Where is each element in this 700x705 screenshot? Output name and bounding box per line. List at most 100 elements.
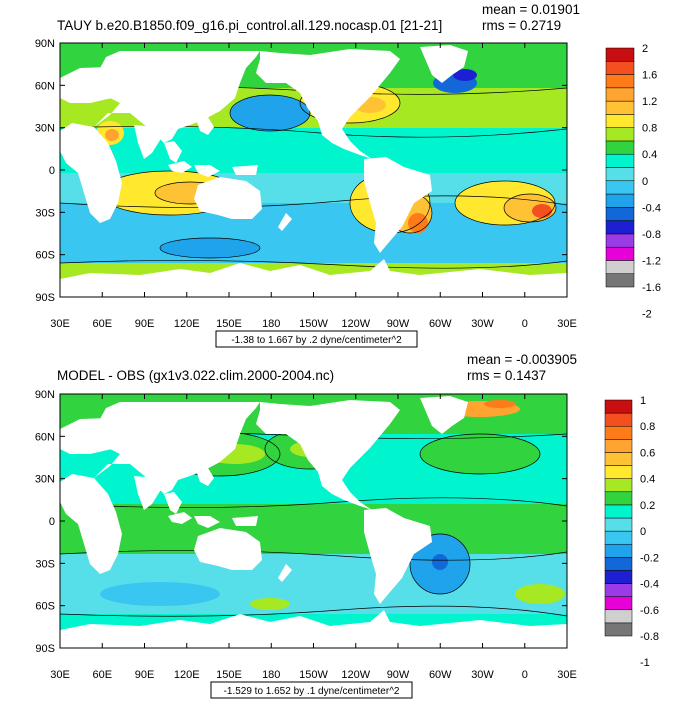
top-colorbar-swatch: [605, 114, 635, 128]
bottom-range-box: -1.529 to 1.652 by .1 dyne/centimeter^2: [210, 681, 413, 699]
top-colorbar-swatch: [605, 167, 635, 182]
bottom-x-tick-label: 60W: [429, 669, 452, 681]
top-y-tick-label: 60N: [35, 80, 55, 92]
top-x-tick-label: 120W: [341, 318, 370, 330]
top-x-tick-label: 30E: [50, 318, 70, 330]
bottom-y-tick-label: 60S: [35, 601, 55, 613]
top-y-tick-label: 60S: [35, 250, 55, 262]
bottom-x-tick-label: 0: [522, 669, 528, 681]
bottom-y-tick-label: 30S: [35, 558, 55, 570]
bottom-y-tick-label: 90N: [35, 389, 55, 401]
top-mean: mean = 0.01901: [482, 2, 580, 17]
top-y-tick-label: 30S: [35, 207, 55, 219]
bottom-colorbar-label: 0.4: [640, 474, 655, 486]
bottom-colorbar-swatch: [604, 543, 633, 558]
top-rms: rms = 0.2719: [482, 18, 561, 33]
top-y-tick-label: 0: [49, 165, 55, 177]
top-range-label: -1.38 to 1.667 by .2 dyne/centimeter^2: [231, 335, 402, 346]
top-x-tick-label: 30W: [471, 318, 494, 330]
bottom-colorbar-label: -0.2: [640, 552, 659, 564]
top-x-tick-label: 150W: [299, 318, 328, 330]
top-colorbar-swatch: [605, 193, 635, 208]
bottom-colorbar-swatch: [604, 412, 633, 427]
top-colorbar-label: 0.8: [642, 123, 657, 135]
bottom-colorbar-swatch: [604, 570, 633, 584]
bottom-x-tick-label: 150E: [216, 669, 242, 681]
top-y-tick-label: 90S: [35, 292, 55, 304]
bottom-map: [59, 393, 568, 649]
bottom-x-tick-label: 30W: [471, 669, 494, 681]
bottom-x-tick-label: 120E: [174, 669, 200, 681]
bottom-colorbar-label: -0.6: [640, 605, 659, 617]
bottom-mean: mean = -0.003905: [467, 352, 577, 367]
top-x-tick-label: 30E: [557, 318, 577, 330]
bottom-colorbar-swatch: [604, 504, 633, 519]
bottom-y-tick-label: 0: [49, 516, 55, 528]
top-colorbar-swatch: [605, 233, 635, 248]
bottom-colorbar-label: 0: [640, 526, 646, 538]
top-title: TAUY b.e20.B1850.f09_g16.pi_control.all.…: [57, 18, 442, 33]
bottom-x-tick-label: 30E: [50, 669, 70, 681]
top-colorbar-swatch: [605, 260, 635, 274]
bottom-y-tick-label: 60N: [35, 431, 55, 443]
bottom-colorbar-swatch: [604, 583, 633, 597]
top-colorbar-swatch: [605, 74, 635, 89]
bottom-colorbar-swatch: [604, 609, 633, 624]
top-colorbar-swatch: [605, 61, 635, 75]
top-colorbar-swatch: [605, 127, 635, 142]
bottom-x-tick-label: 150W: [299, 669, 328, 681]
top-colorbar-label: 1.6: [642, 70, 657, 82]
top-x-tick-label: 90E: [135, 318, 155, 330]
top-colorbar-swatch: [605, 246, 635, 261]
bottom-x-tick-label: 180: [262, 669, 280, 681]
top-y-tick-label: 90N: [35, 38, 55, 50]
bottom-x-tick-label: 30E: [557, 669, 577, 681]
bottom-range-label: -1.529 to 1.652 by .1 dyne/centimeter^2: [224, 686, 400, 697]
top-colorbar-swatch: [605, 47, 635, 62]
bottom-colorbar-label: -0.8: [640, 631, 659, 643]
top-x-tick-label: 150E: [216, 318, 242, 330]
bottom-y-tick-label: 30N: [35, 474, 55, 486]
bottom-x-tick-label: 60E: [92, 669, 112, 681]
bottom-colorbar-swatch: [604, 622, 633, 637]
bottom-colorbar-swatch: [604, 557, 633, 571]
bottom-y-tick-label: 90S: [35, 643, 55, 655]
bottom-colorbar-swatch: [604, 452, 633, 466]
bottom-x-tick-label: 120W: [341, 669, 370, 681]
bottom-colorbar-swatch: [604, 517, 633, 532]
bottom-colorbar-swatch: [604, 530, 633, 545]
bottom-x-tick-label: 90E: [135, 669, 155, 681]
top-colorbar-label: -1.6: [642, 282, 661, 294]
top-colorbar-label: 0.4: [642, 149, 657, 161]
top-colorbar-label: 2: [642, 43, 648, 55]
bottom-colorbar-swatch: [604, 465, 633, 479]
bottom-title: MODEL - OBS (gx1v3.022.clim.2000-2004.nc…: [57, 368, 334, 383]
top-colorbar-swatch: [605, 153, 635, 168]
bottom-colorbar-swatch: [604, 596, 633, 611]
top-range-box: -1.38 to 1.667 by .2 dyne/centimeter^2: [215, 330, 418, 348]
bottom-colorbar-label: 0.8: [640, 421, 655, 433]
bottom-colorbar-label: 0.2: [640, 500, 655, 512]
top-x-tick-label: 60W: [429, 318, 452, 330]
top-map: [59, 42, 568, 298]
top-colorbar-label: -0.4: [642, 202, 661, 214]
top-colorbar-swatch: [605, 220, 635, 235]
bottom-colorbar-swatch: [604, 425, 633, 440]
top-colorbar-label: -1.2: [642, 255, 661, 267]
top-colorbar-swatch: [605, 140, 635, 155]
bottom-rms: rms = 0.1437: [467, 368, 546, 383]
top-x-tick-label: 90W: [387, 318, 410, 330]
bottom-colorbar-swatch: [604, 439, 633, 453]
bottom-colorbar-swatch: [604, 478, 633, 493]
bottom-colorbar-label: 0.6: [640, 447, 655, 459]
bottom-colorbar-label: 1: [640, 395, 646, 407]
top-x-tick-label: 60E: [92, 318, 112, 330]
top-colorbar-label: -2: [642, 309, 652, 321]
bottom-colorbar-label: -0.4: [640, 579, 659, 591]
top-y-tick-label: 30N: [35, 123, 55, 135]
top-colorbar-swatch: [605, 207, 635, 221]
top-x-tick-label: 0: [522, 318, 528, 330]
top-colorbar-label: 1.2: [642, 96, 657, 108]
